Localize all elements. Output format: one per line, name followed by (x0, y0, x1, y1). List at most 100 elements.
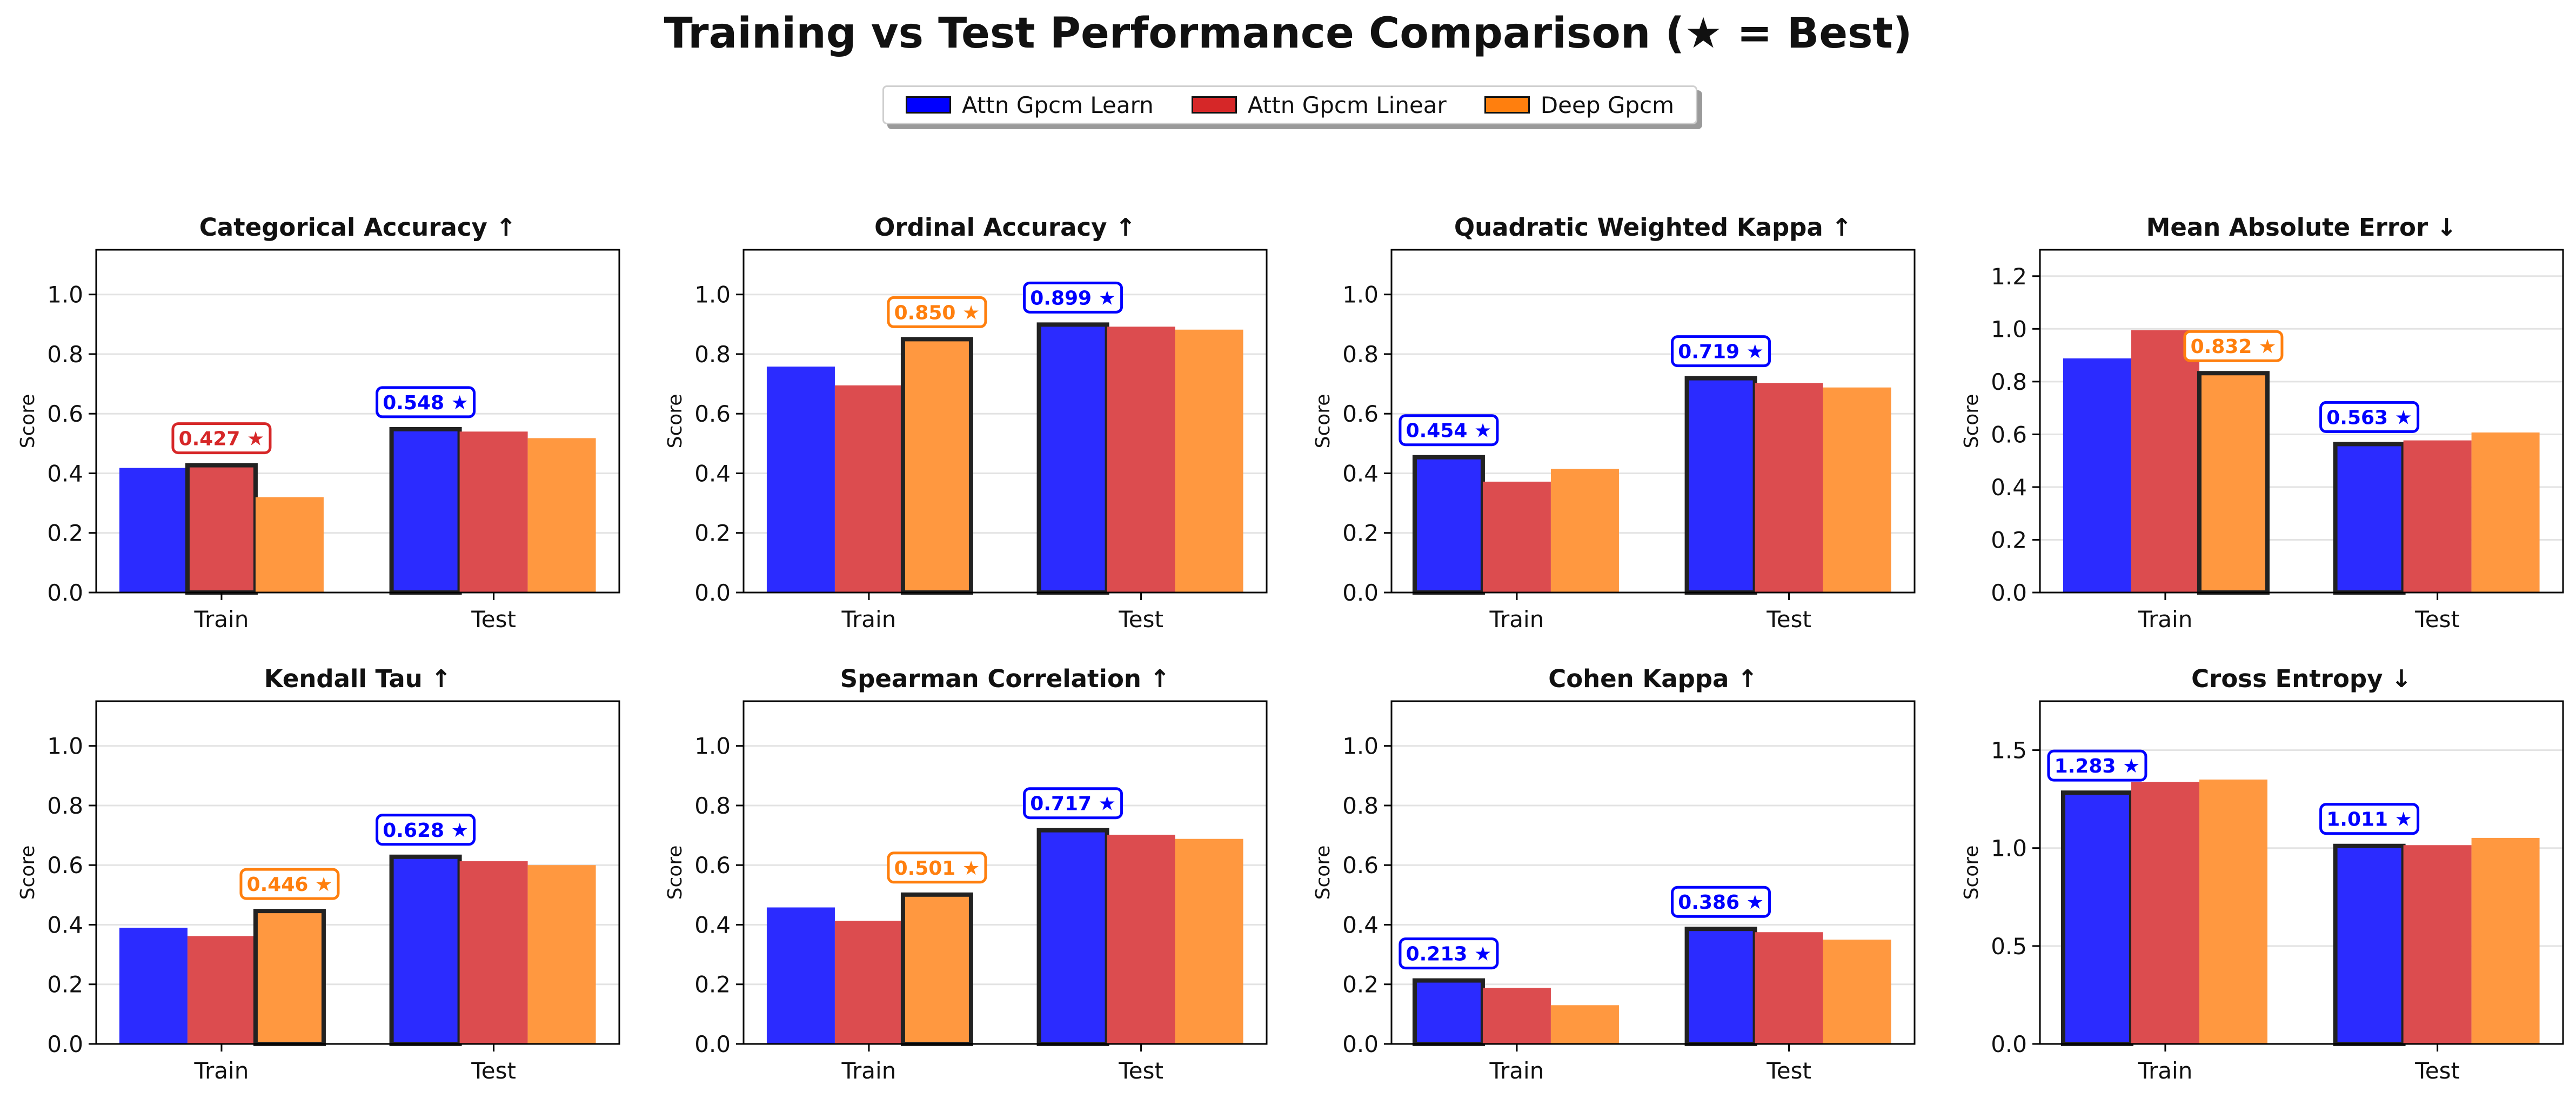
chart-panel: 1.283 ★ 1.011 ★ 0.0 0.5 1.0 1.5 Train Test Score… (1961, 664, 2564, 1084)
bar-test-series-0 (1684, 927, 1757, 1047)
y-tick-label: 0.0 (1991, 580, 2027, 606)
chart-panel: 0.832 ★ 0.563 ★ 0.0 0.2 0.4 0.6 0.8 1.0 1.2 Train… (1961, 213, 2564, 633)
y-axis-label: Score (1312, 846, 1334, 900)
panel-title: Categorical Accuracy ↑ (199, 213, 516, 242)
x-tick-label: Train (2138, 1057, 2193, 1084)
bar-test-series-2 (2471, 432, 2540, 593)
x-tick-label: Train (841, 606, 896, 633)
bar-train-series-1 (1482, 481, 1551, 593)
bar-train-series-1 (1482, 988, 1551, 1044)
y-tick-label: 0.0 (47, 580, 83, 606)
y-tick-label: 0.6 (47, 401, 83, 427)
y-tick-label: 0.4 (47, 460, 83, 487)
y-tick-label: 0.4 (1342, 911, 1379, 938)
bar-train-series-2 (1550, 469, 1619, 593)
bar-test-series-2 (1175, 329, 1243, 593)
bar-train-series-1 (834, 921, 903, 1044)
panel-title: Cohen Kappa ↑ (1548, 664, 1758, 693)
x-tick-label: Test (471, 606, 516, 633)
bar-test-series-1 (459, 431, 528, 593)
best-label-box (1671, 335, 1771, 368)
bar-test-series-0 (1036, 828, 1109, 1046)
y-tick-label: 1.0 (1342, 733, 1379, 760)
y-tick-label: 0.8 (47, 341, 83, 368)
figure-title: Training vs Test Performance Comparison … (664, 9, 1912, 58)
y-tick-label: 0.0 (1342, 580, 1379, 606)
best-label-box (887, 296, 987, 328)
legend-label: Attn Gpcm Learn (961, 91, 1154, 118)
chart-panel: 0.427 ★ 0.548 ★ 0.0 0.2 0.4 0.6 0.8 1.0 Train Tes… (17, 213, 620, 633)
y-tick-label: 0.0 (694, 1031, 731, 1057)
legend-item-attn-gpcm-linear: Attn Gpcm Linear (1191, 91, 1447, 118)
x-tick-label: Train (194, 606, 249, 633)
best-label-box (2183, 330, 2284, 362)
bar-train-series-1 (187, 936, 256, 1044)
panel-title: Mean Absolute Error ↓ (2146, 213, 2457, 242)
x-tick-label: Test (471, 1057, 516, 1084)
bar-train-series-1 (2131, 330, 2199, 593)
y-axis-label: Score (1961, 846, 1983, 900)
legend-item-deep-gpcm: Deep Gpcm (1484, 92, 1674, 118)
bar-test-series-2 (527, 865, 596, 1044)
bar-test-series-2 (2471, 837, 2540, 1044)
y-tick-label: 0.0 (47, 1031, 83, 1057)
best-value-label: 0.628 ★ (383, 820, 469, 842)
bar-test-series-0 (1036, 322, 1109, 595)
axes-frame (1390, 700, 1916, 1045)
chart-panel: 0.446 ★ 0.628 ★ 0.0 0.2 0.4 0.6 0.8 1.0 Train Tes… (17, 664, 620, 1084)
bar-train-series-1 (2131, 782, 2199, 1044)
best-label-box (1399, 937, 1499, 970)
axes-frame (742, 249, 1268, 594)
y-tick-label: 1.0 (694, 733, 731, 760)
best-value-label: 0.850 ★ (894, 302, 980, 324)
bar-train-series-0 (2060, 790, 2133, 1046)
y-tick-label: 0.8 (1342, 341, 1379, 368)
bar-train-series-2 (253, 909, 326, 1047)
x-tick-label: Test (1118, 1057, 1163, 1084)
best-value-label: 0.899 ★ (1030, 287, 1116, 309)
bar-test-series-1 (1755, 383, 1823, 593)
bar-train-series-0 (119, 468, 188, 593)
bar-train-series-2 (900, 337, 973, 595)
bar-test-series-2 (1823, 387, 1891, 593)
x-tick-label: Test (2414, 606, 2460, 633)
y-tick-label: 0.8 (1991, 369, 2027, 395)
legend-label: Attn Gpcm Linear (1247, 91, 1447, 118)
y-tick-label: 0.2 (1342, 971, 1379, 998)
y-tick-label: 1.0 (1991, 835, 2027, 862)
bar-train-series-1 (185, 463, 258, 595)
chart-panel: 0.501 ★ 0.717 ★ 0.0 0.2 0.4 0.6 0.8 1.0 Train Tes… (664, 664, 1268, 1084)
bar-test-series-2 (1175, 839, 1243, 1044)
legend: Attn Gpcm Learn Attn Gpcm Linear Deep Gp… (882, 85, 1697, 124)
best-value-label: 0.563 ★ (2326, 407, 2412, 429)
best-value-label: 0.386 ★ (1678, 891, 1764, 914)
bar-train-series-0 (2063, 358, 2131, 593)
best-value-label: 0.719 ★ (1678, 341, 1764, 363)
bar-test-series-1 (2403, 845, 2472, 1044)
axes-frame (95, 249, 620, 594)
y-tick-label: 0.6 (1342, 401, 1379, 427)
chart-panel: 0.213 ★ 0.386 ★ 0.0 0.2 0.4 0.6 0.8 1.0 Train Tes… (1312, 664, 1916, 1084)
best-label-box (376, 386, 476, 418)
best-label-box (1671, 886, 1771, 918)
y-axis-label: Score (17, 394, 39, 449)
bar-test-series-1 (1107, 327, 1175, 593)
y-axis-label: Score (1312, 394, 1334, 449)
panel-title: Quadratic Weighted Kappa ↑ (1454, 213, 1852, 242)
y-tick-label: 0.8 (694, 793, 731, 819)
y-tick-label: 0.4 (1342, 460, 1379, 487)
bar-test-series-2 (1823, 940, 1891, 1044)
y-tick-label: 0.2 (1991, 527, 2027, 553)
bar-test-series-2 (527, 438, 596, 593)
y-tick-label: 0.8 (47, 793, 83, 819)
best-value-label: 0.213 ★ (1406, 943, 1492, 966)
x-tick-label: Train (194, 1057, 249, 1084)
bar-test-series-1 (459, 861, 528, 1044)
axes-frame (2039, 700, 2564, 1045)
y-tick-label: 0.5 (1991, 933, 2027, 960)
x-tick-label: Train (1489, 606, 1544, 633)
best-label-box (1399, 414, 1499, 447)
y-tick-label: 1.0 (694, 282, 731, 308)
best-value-label: 0.454 ★ (1406, 420, 1492, 442)
best-label-box (1023, 281, 1123, 314)
